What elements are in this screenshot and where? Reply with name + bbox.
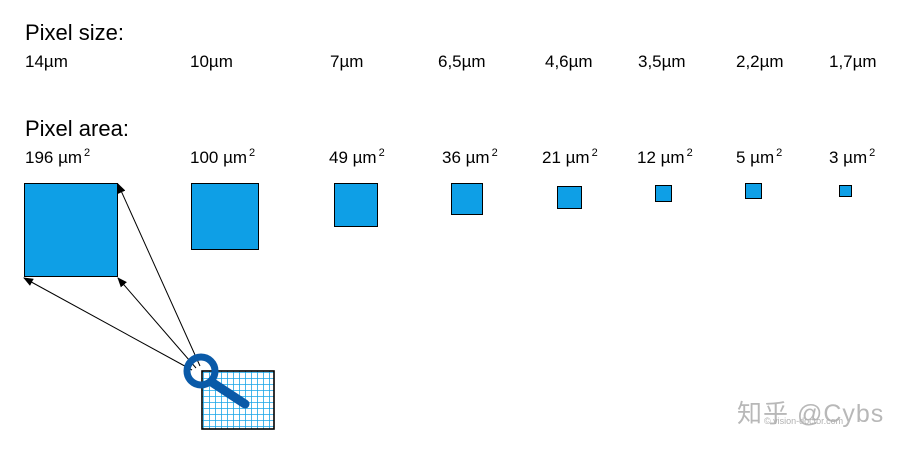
size-label-5: 4,6µm <box>545 52 593 71</box>
pixel-square-14um <box>24 183 118 277</box>
size-label-3: 7µm <box>330 52 364 71</box>
area-exponent: 2 <box>686 147 693 159</box>
pixel-square-4-6um <box>557 186 582 209</box>
area-exponent: 2 <box>249 147 256 159</box>
pixel-size-heading: Pixel size: <box>25 20 125 45</box>
area-label-2: 100 µm 2 <box>190 147 256 167</box>
area-label-3: 49 µm 2 <box>329 147 385 167</box>
pixel-square-10um <box>191 183 259 250</box>
arrow-top-right <box>117 183 201 367</box>
magnifier-icon <box>183 353 250 409</box>
pixel-square-3-5um <box>655 185 672 202</box>
pixel-area-heading: Pixel area: <box>25 116 129 141</box>
size-label-8: 1,7µm <box>829 52 877 71</box>
pixel-square-6-5um <box>451 183 483 215</box>
area-exponent: 2 <box>84 147 91 159</box>
size-label-1: 14µm <box>25 52 68 71</box>
size-label-6: 3,5µm <box>638 52 686 71</box>
area-label-1: 196 µm 2 <box>25 147 91 167</box>
area-label-5: 21 µm 2 <box>542 147 598 167</box>
arrow-bottom-right <box>117 277 197 369</box>
size-label-4: 6,5µm <box>438 52 486 71</box>
area-label-7: 5 µm 2 <box>736 147 783 167</box>
area-label-8: 3 µm 2 <box>829 147 876 167</box>
area-label-6: 12 µm 2 <box>637 147 693 167</box>
area-label-4: 36 µm 2 <box>442 147 498 167</box>
area-exponent: 2 <box>776 147 783 159</box>
area-exponent: 2 <box>591 147 598 159</box>
size-label-2: 10µm <box>190 52 233 71</box>
arrow-bottom-left <box>23 277 193 371</box>
area-exponent: 2 <box>491 147 498 159</box>
watermark: 知乎 @Cybs <box>737 400 885 428</box>
size-label-7: 2,2µm <box>736 52 784 71</box>
pixel-square-1-7um <box>839 185 852 197</box>
area-exponent: 2 <box>869 147 876 159</box>
source-credit: © vision-doctor.com <box>764 416 844 426</box>
pixel-square-7um <box>334 183 378 227</box>
area-exponent: 2 <box>378 147 385 159</box>
pixel-square-2-2um <box>745 183 762 199</box>
